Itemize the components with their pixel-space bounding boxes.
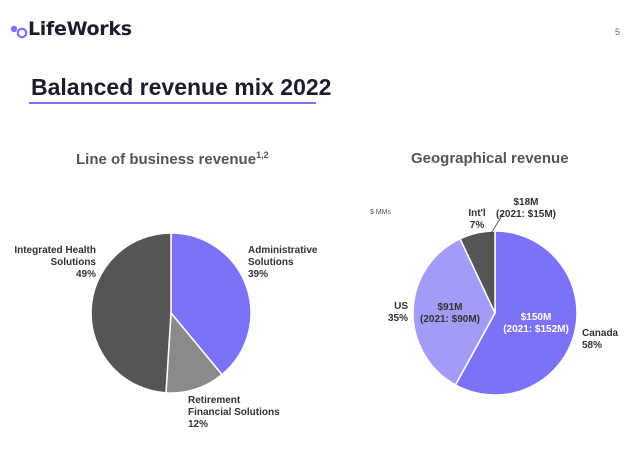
lob-label-administrative: Administrative Solutions 39%	[248, 245, 318, 280]
geo-label-us: US 35%	[388, 301, 408, 324]
geo-slice-us	[412, 237, 496, 386]
page-number: 5	[615, 27, 621, 37]
geo-label-canada: Canada 58%	[582, 328, 619, 351]
lob-label-integrated-health: Integrated Health Solutions 49%	[14, 245, 96, 280]
logo-mark-icon	[10, 25, 28, 39]
geo-slice-canada	[454, 230, 578, 396]
geo-label-intl: Int'l 7%	[468, 208, 486, 231]
geo-amount-canada: $150M (2021: $152M)	[503, 312, 569, 335]
lob-chart-title-superscript: 1,2	[256, 150, 269, 160]
lob-label-retirement: Retirement Financial Solutions 12%	[188, 395, 280, 430]
lob-pie	[90, 232, 252, 394]
intl-leader-line	[489, 213, 504, 236]
lifeworks-logo: LifeWorks	[8, 18, 132, 40]
geo-amount-us: $91M (2021: $90M)	[420, 302, 480, 325]
logo-text: LifeWorks	[28, 18, 132, 40]
lob-slice-integrated-health-solutions	[90, 232, 172, 394]
geo-slice-int-l	[459, 230, 496, 314]
lob-slice-administrative-solutions	[170, 232, 252, 376]
title-underline	[29, 102, 316, 104]
lob-chart-title: Line of business revenue1,2	[76, 150, 269, 168]
geo-amount-intl: $18M (2021: $15M)	[496, 197, 556, 220]
units-note: $ MMs	[370, 209, 391, 216]
geo-pie	[412, 230, 578, 396]
geo-chart-title: Geographical revenue	[411, 150, 569, 167]
slide-title: Balanced revenue mix 2022	[31, 74, 332, 100]
lob-slice-retirement-financial-solutions	[165, 311, 224, 394]
lob-chart-title-text: Line of business revenue	[76, 151, 257, 168]
